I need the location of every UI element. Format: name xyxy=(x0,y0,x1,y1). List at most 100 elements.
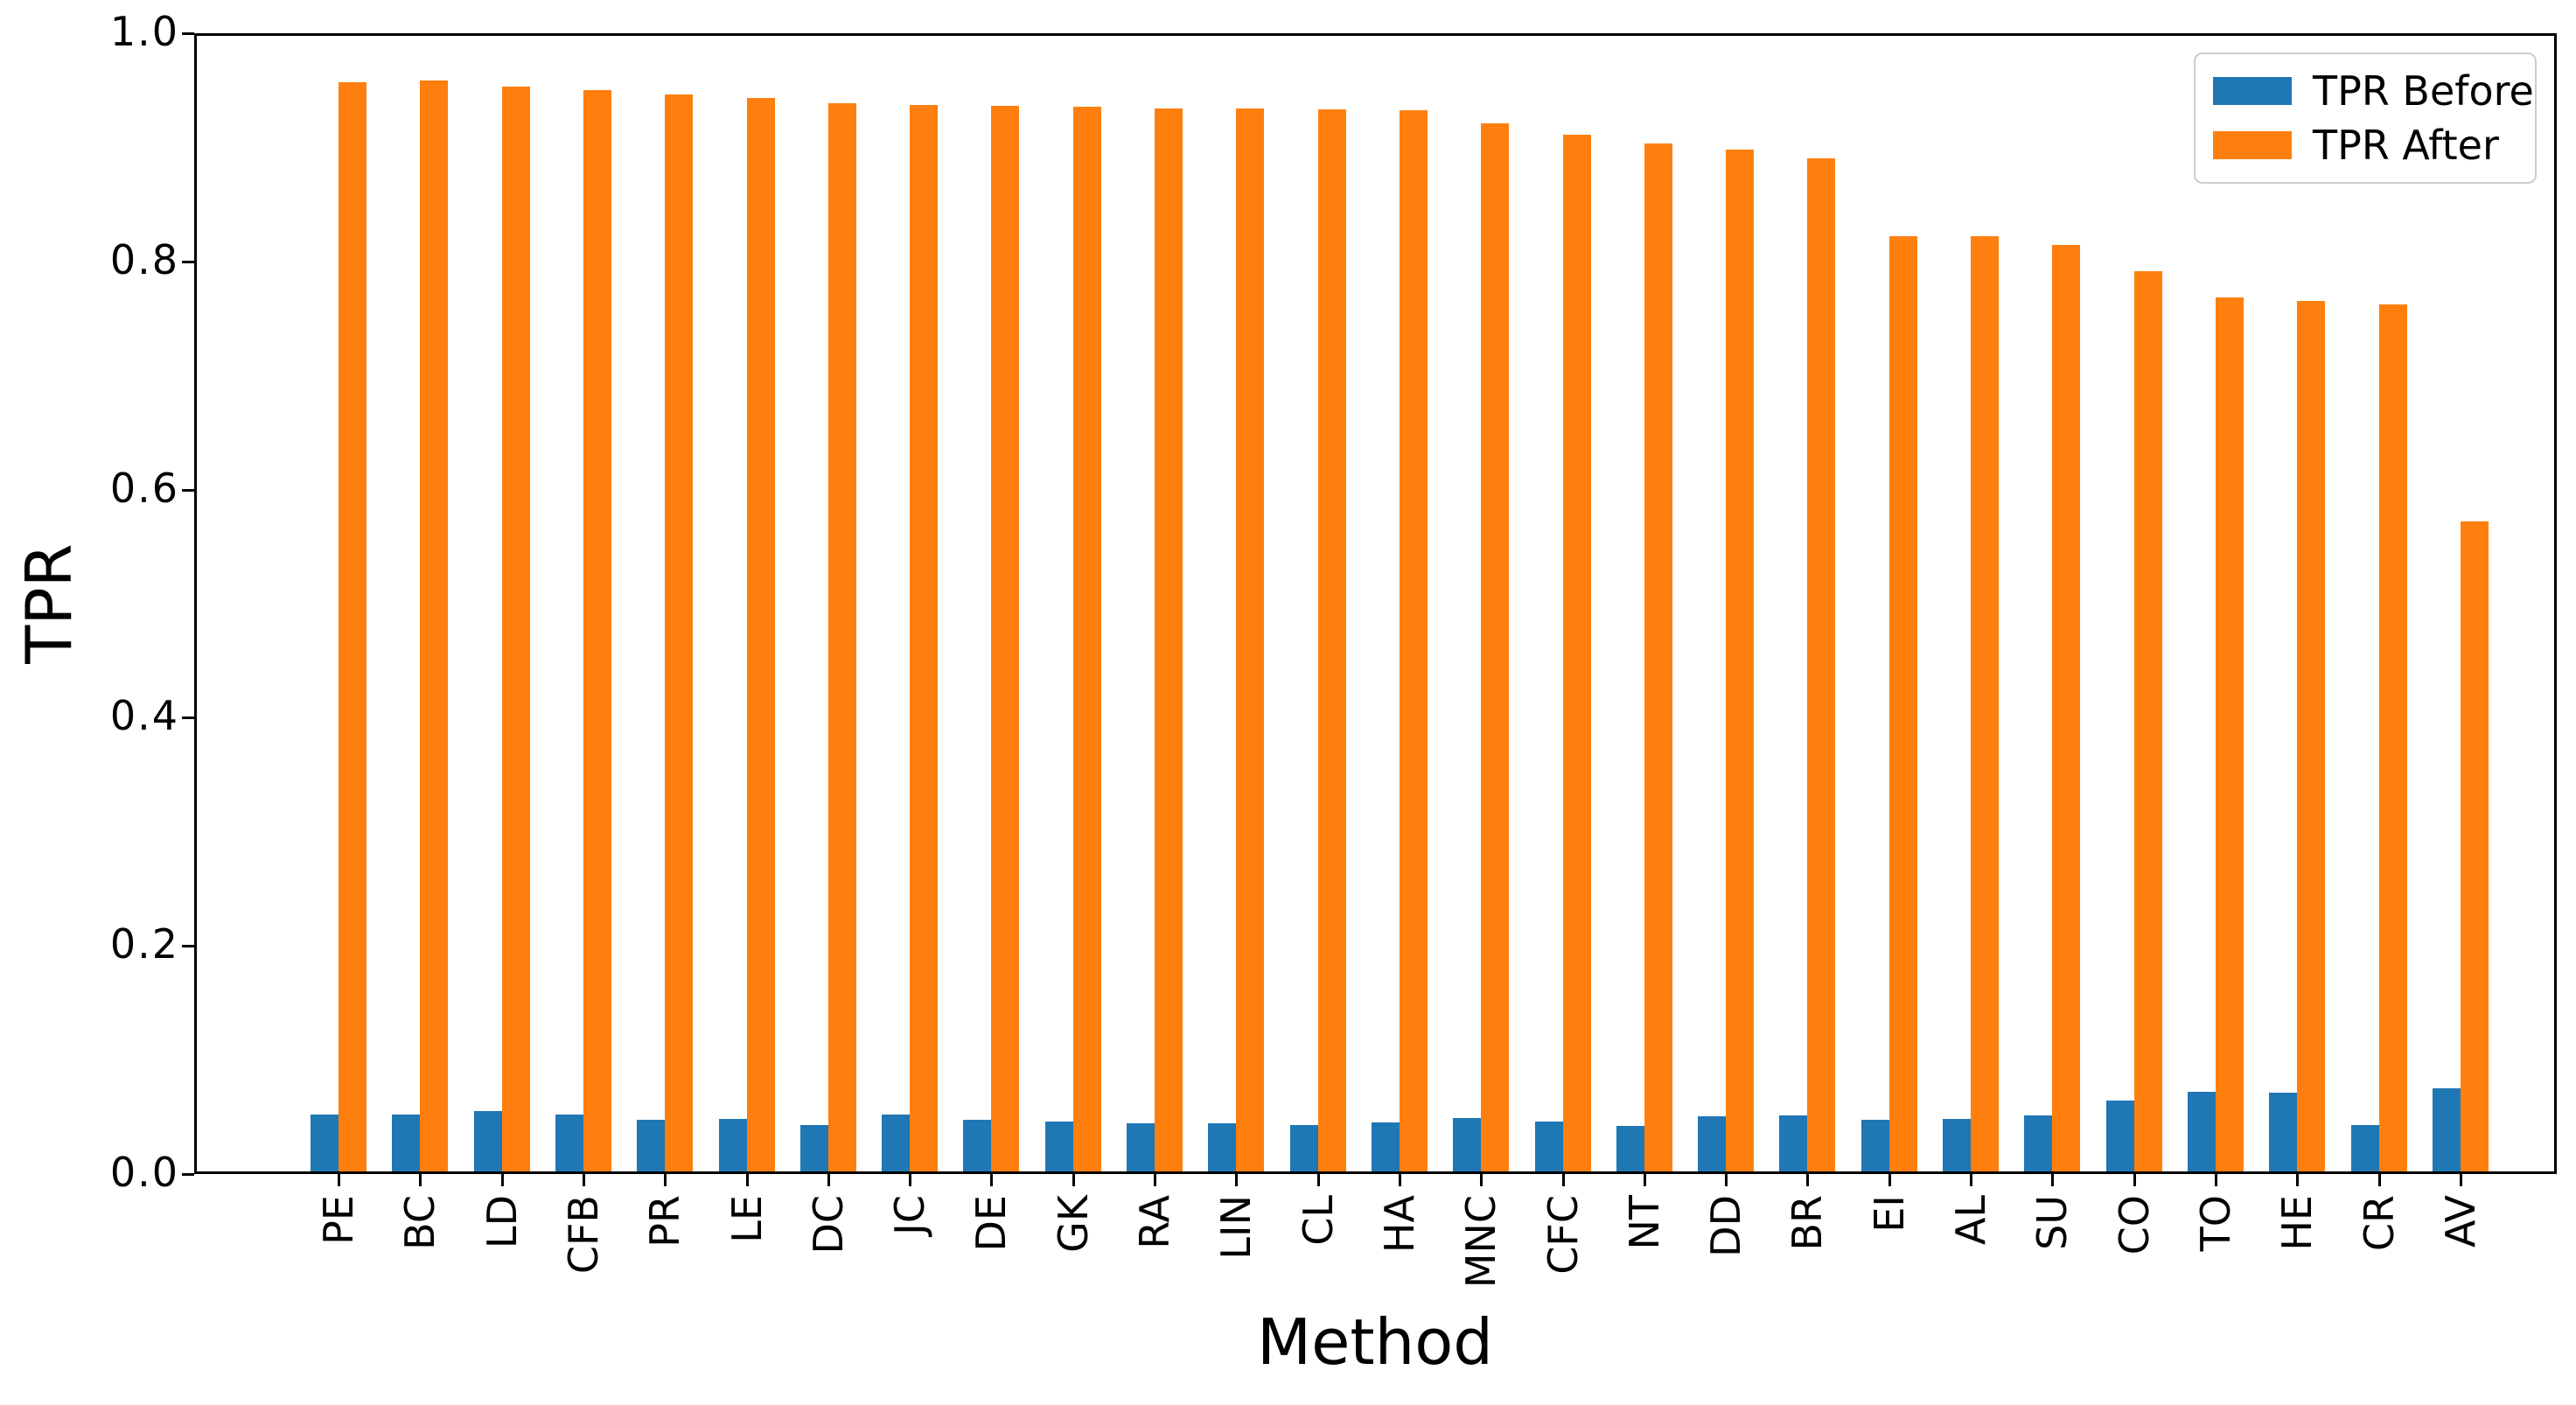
y-tickmark-1.0 xyxy=(182,32,194,35)
bar-tpr-before-ra xyxy=(1127,1123,1155,1171)
x-tick-label-ha: HA xyxy=(1375,1195,1423,1254)
x-tickmark-jc xyxy=(909,1174,912,1186)
x-tick-label-dd: DD xyxy=(1702,1195,1750,1257)
bar-tpr-before-al xyxy=(1943,1119,1971,1171)
x-tick-label-cfc: CFC xyxy=(1539,1195,1587,1275)
bar-tpr-after-ei xyxy=(1888,236,1917,1171)
x-tick-label-ra: RA xyxy=(1131,1195,1178,1249)
bar-tpr-before-bc xyxy=(392,1115,421,1171)
bar-tpr-after-dd xyxy=(1726,150,1755,1171)
x-tickmark-gk xyxy=(1072,1174,1075,1186)
x-tickmark-to xyxy=(2214,1174,2217,1186)
bar-tpr-after-nt xyxy=(1644,143,1672,1171)
bar-tpr-after-he xyxy=(2297,301,2326,1171)
legend-swatch-tpr-before xyxy=(2213,76,2292,105)
x-tickmark-cfc xyxy=(1561,1174,1565,1186)
bar-tpr-before-br xyxy=(1779,1115,1808,1171)
bar-tpr-after-cfc xyxy=(1562,135,1591,1171)
bar-tpr-before-cfb xyxy=(555,1115,583,1171)
x-tickmark-su xyxy=(2051,1174,2055,1186)
bar-tpr-before-ha xyxy=(1371,1122,1400,1171)
bar-tpr-after-ra xyxy=(1155,108,1183,1171)
x-tick-label-av: AV xyxy=(2436,1195,2484,1248)
bar-tpr-after-av xyxy=(2460,521,2489,1171)
x-tickmark-br xyxy=(1806,1174,1810,1186)
bar-tpr-after-pe xyxy=(339,82,367,1171)
y-tick-label-0.4: 0.4 xyxy=(109,692,179,740)
x-tick-label-le: LE xyxy=(723,1195,771,1243)
x-tickmark-he xyxy=(2296,1174,2300,1186)
bar-tpr-before-su xyxy=(2024,1115,2053,1171)
legend-label-tpr-before: TPR Before xyxy=(2313,66,2534,115)
bar-tpr-before-dd xyxy=(1698,1116,1727,1171)
x-tick-label-su: SU xyxy=(2028,1195,2077,1250)
bar-tpr-after-dc xyxy=(827,103,856,1171)
x-tickmark-al xyxy=(1970,1174,1972,1186)
legend-swatch-tpr-after xyxy=(2213,131,2292,160)
x-tickmark-nt xyxy=(1643,1174,1646,1186)
bar-tpr-before-he xyxy=(2269,1093,2298,1171)
y-tick-label-1.0: 1.0 xyxy=(109,7,179,55)
y-tickmark-0.8 xyxy=(182,260,194,263)
bar-tpr-before-pe xyxy=(311,1115,339,1171)
bar-tpr-before-ei xyxy=(1860,1120,1889,1171)
x-tickmark-bc xyxy=(419,1174,422,1186)
x-tickmark-cr xyxy=(2377,1174,2381,1186)
bar-tpr-before-le xyxy=(718,1119,747,1171)
x-tickmark-dd xyxy=(1725,1174,1728,1186)
bar-tpr-after-cr xyxy=(2378,304,2407,1171)
bar-tpr-after-al xyxy=(1971,236,1999,1171)
y-tick-label-0.6: 0.6 xyxy=(109,464,179,512)
legend-item-tpr-after: TPR After xyxy=(2213,122,2517,169)
x-tickmark-ld xyxy=(500,1174,504,1186)
bar-tpr-before-pr xyxy=(637,1120,666,1171)
bar-tpr-after-jc xyxy=(910,105,939,1171)
y-axis-label: TPR xyxy=(12,543,86,664)
x-tick-label-bc: BC xyxy=(396,1195,444,1250)
x-tickmark-ha xyxy=(1398,1174,1401,1186)
x-tick-label-mnc: MNC xyxy=(1457,1195,1505,1289)
x-tick-label-br: BR xyxy=(1784,1195,1832,1251)
x-tickmark-ei xyxy=(1888,1174,1891,1186)
x-tick-label-nt: NT xyxy=(1620,1195,1668,1250)
x-tick-label-dc: DC xyxy=(804,1195,852,1255)
legend-item-tpr-before: TPR Before xyxy=(2213,67,2534,115)
bar-tpr-before-mnc xyxy=(1453,1118,1482,1171)
x-tickmark-cl xyxy=(1316,1174,1320,1186)
x-tick-label-de: DE xyxy=(967,1195,1016,1252)
x-tickmark-lin xyxy=(1235,1174,1239,1186)
x-tickmark-pe xyxy=(338,1174,340,1186)
bar-tpr-after-co xyxy=(2133,271,2162,1171)
bar-tpr-after-ha xyxy=(1399,110,1428,1171)
y-tickmark-0.4 xyxy=(182,716,194,720)
bar-tpr-before-nt xyxy=(1616,1126,1644,1171)
legend-label-tpr-after: TPR After xyxy=(2313,122,2499,170)
bar-tpr-before-dc xyxy=(799,1125,828,1171)
x-tick-label-ld: LD xyxy=(478,1195,526,1249)
x-tick-label-lin: LIN xyxy=(1212,1195,1260,1260)
x-tickmark-de xyxy=(990,1174,994,1186)
y-tickmark-0.0 xyxy=(182,1173,194,1176)
y-tickmark-0.2 xyxy=(182,945,194,948)
y-tick-label-0.0: 0.0 xyxy=(109,1148,179,1196)
y-tickmark-0.6 xyxy=(182,488,194,492)
bar-tpr-after-pr xyxy=(665,94,694,1171)
x-tick-label-al: AL xyxy=(1947,1195,1994,1246)
bar-tpr-after-de xyxy=(991,106,1020,1171)
x-tick-label-cl: CL xyxy=(1294,1195,1342,1246)
bar-tpr-before-cr xyxy=(2350,1125,2379,1171)
x-tick-label-jc: JC xyxy=(886,1195,934,1235)
x-tickmark-av xyxy=(2459,1174,2462,1186)
x-tick-label-gk: GK xyxy=(1049,1195,1097,1253)
bar-tpr-before-co xyxy=(2105,1101,2134,1171)
y-tick-label-0.2: 0.2 xyxy=(109,920,179,968)
bar-tpr-after-le xyxy=(746,98,775,1171)
x-tickmark-ra xyxy=(1154,1174,1156,1186)
bar-tpr-before-jc xyxy=(882,1115,911,1171)
bar-tpr-after-lin xyxy=(1236,108,1265,1171)
bar-tpr-after-bc xyxy=(420,80,449,1171)
bar-tpr-after-mnc xyxy=(1481,123,1510,1171)
y-tick-label-0.8: 0.8 xyxy=(109,235,179,283)
bar-tpr-after-cl xyxy=(1317,109,1346,1171)
